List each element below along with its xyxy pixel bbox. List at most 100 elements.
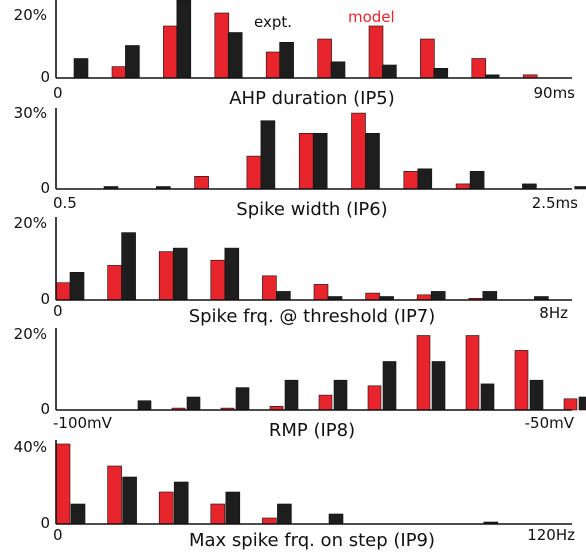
panel-4-expt-bar-4 [284,379,299,411]
panel-4-expt-bar-7 [431,361,446,411]
panel-1-model-bar-9 [471,58,487,79]
panel-4-model-bar-9 [514,350,529,411]
panel-6-xmin-label: 0 [53,526,63,544]
panel-4-model-bar-5 [318,394,333,411]
panel-5-ytick-zero: 0 [40,514,50,532]
panel-3-expt-bar-9 [482,291,498,301]
panel-1-model-bar-2 [111,66,127,79]
panel-2-bars [103,112,586,190]
histogram-panel-2: AHP duration (IP5) 0 90ms 30% 0 [14,84,586,197]
histogram-panel-4: Spike frq. @ threshold (IP7) 0 8Hz 20% 0 [14,302,586,418]
panel-4-model-bar-6 [367,385,382,411]
panel-4-title: Spike frq. @ threshold (IP7) [189,306,436,327]
panel-4-bars [137,335,586,411]
panel-2-expt-bar-6 [365,133,380,190]
legend-expt-label: expt. [254,13,292,31]
panel-2-ytick-top: 30% [14,104,47,122]
panel-4-expt-bar-9 [529,379,544,411]
panel-2-xmin-label: 0 [53,84,63,102]
panel-4-expt-bar-1 [137,400,152,411]
panel-3-expt-bar-1 [69,271,85,301]
panel-6-title: Max spike frq. on step (IP9) [189,530,435,551]
panel-4-model-bar-7 [416,335,431,411]
panel-1-model-bar-3 [163,25,178,79]
panel-2-expt-bar-8 [469,171,485,190]
panel-1-expt-bar-1 [73,58,89,79]
panel-2-model-bar-4 [246,155,262,190]
panel-1-expt-bar-7 [382,64,397,79]
panel-3-model-bar-3 [158,251,174,301]
panel-5-model-bar-3 [158,491,174,525]
panel-4-ytick-zero: 0 [40,400,50,418]
histogram-panel-3: Spike width (IP6) 0.5 2.5ms 20% 0 [14,194,579,308]
panel-5-expt-bar-3 [173,481,189,525]
panel-4-expt-bar-8 [480,383,495,411]
panel-1-model-bar-8 [420,38,435,79]
panel-4-xmax-label: 8Hz [539,304,568,322]
panel-2-model-bar-5 [298,133,314,190]
panel-3-ytick-zero: 0 [40,290,50,308]
panel-4-expt-bar-6 [382,361,397,411]
panel-5-expt-bar-2 [122,476,137,525]
panel-3-model-bar-2 [107,265,122,301]
panel-1-bars [73,0,538,79]
panel-2-model-bar-3 [194,176,209,190]
panel-5-title: RMP (IP8) [269,420,355,441]
panel-5-expt-bar-4 [225,491,241,525]
panel-3-model-bar-7 [365,292,380,301]
panel-2-expt-bar-7 [417,168,433,190]
panel-2-xmax-label: 90ms [533,84,575,102]
panel-3-xmin-label: 0.5 [53,194,77,212]
histogram-panel-5: RMP (IP8) -100mV -50mV 40% 0 [14,414,575,532]
panel-5-bars [55,443,499,525]
panel-5-model-bar-4 [210,503,226,525]
panel-5-model-bar-5 [262,517,277,525]
panel-1-expt-bar-8 [433,68,449,79]
panel-4-expt-bar-3 [235,387,250,411]
panel-3-ytick-top: 20% [14,214,47,232]
panel-1-model-bar-6 [317,38,332,79]
panel-3-expt-bar-4 [224,247,240,301]
panel-5-xmin-label: -100mV [53,414,113,432]
panel-6-xmax-label: 120Hz [527,526,575,544]
panel-4-model-bar-10 [563,398,578,411]
panel-2-expt-bar-4 [260,120,276,190]
panel-3-model-bar-6 [313,284,329,301]
panel-2-ytick-zero: 0 [40,179,50,197]
panel-5-xmax-label: -50mV [525,414,575,432]
histogram-panel-1: 20% 0 expt. model [14,0,572,86]
panel-5-ytick-top: 40% [14,438,47,456]
panel-1-ytick-top: 20% [14,6,47,24]
panel-5-expt-bar-1 [70,503,86,525]
panel-5-model-bar-2 [107,465,122,525]
panel-1-model-bar-4 [214,12,230,79]
panel-1-model-bar-7 [368,25,384,79]
panel-5-model-bar-1 [55,443,71,525]
panel-3-model-bar-4 [210,259,226,301]
panel-3-bars [55,232,549,301]
panel-3-expt-bar-3 [172,247,188,301]
panel-3-xmax-label: 2.5ms [532,194,578,212]
legend-model-label: model [348,8,395,26]
panel-3-model-bar-1 [55,282,71,301]
panel-3-title: Spike width (IP6) [236,199,387,220]
panel-5-expt-bar-6 [328,513,344,525]
panel-4-xmin-label: 0 [53,302,63,320]
panel-1-expt-bar-4 [227,32,243,79]
panel-3-expt-bar-2 [121,232,136,301]
panel-1-ytick-zero: 0 [40,68,50,86]
panel-4-ytick-top: 20% [14,325,47,343]
panel-4-expt-bar-2 [186,396,201,411]
panel-2-expt-bar-5 [312,133,328,190]
histogram-panel-6-labels: Max spike frq. on step (IP9) 0 120Hz [53,526,575,551]
panel-4-model-bar-8 [465,335,480,411]
panel-2-model-bar-7 [403,171,419,190]
panel-1-expt-bar-6 [330,61,346,79]
panel-1-expt-bar-3 [176,0,192,79]
panel-4-expt-bar-5 [333,379,348,411]
panel-3-expt-bar-8 [430,291,446,301]
panel-2-model-bar-6 [351,112,366,190]
panel-1-model-bar-5 [265,51,281,79]
panel-2-title: AHP duration (IP5) [229,88,395,109]
